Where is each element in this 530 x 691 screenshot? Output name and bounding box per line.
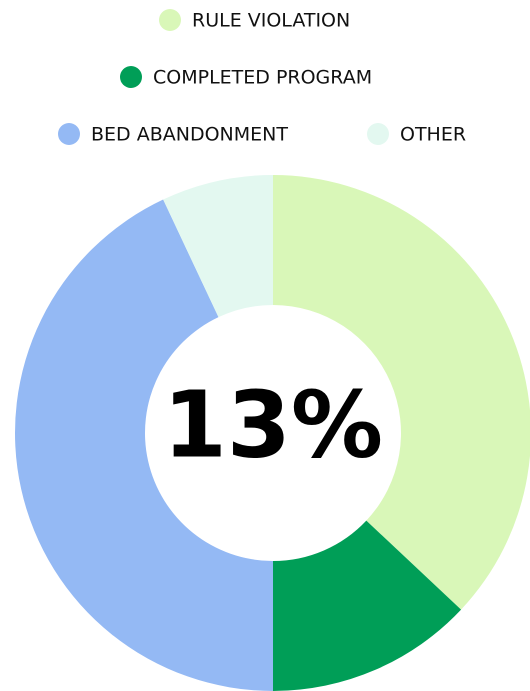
legend-swatch — [367, 123, 389, 145]
donut-slice — [273, 520, 462, 691]
legend-label: OTHER — [400, 124, 466, 146]
legend-swatch — [120, 66, 142, 88]
donut-slice — [273, 175, 530, 610]
legend-swatch — [159, 9, 181, 31]
center-label: 13% — [163, 372, 383, 479]
donut-slice — [15, 199, 274, 691]
legend-label: RULE VIOLATION — [192, 10, 350, 32]
legend-label: BED ABANDONMENT — [91, 124, 288, 146]
legend-label: COMPLETED PROGRAM — [153, 67, 372, 89]
legend-swatch — [58, 123, 80, 145]
donut-slice — [163, 175, 273, 318]
